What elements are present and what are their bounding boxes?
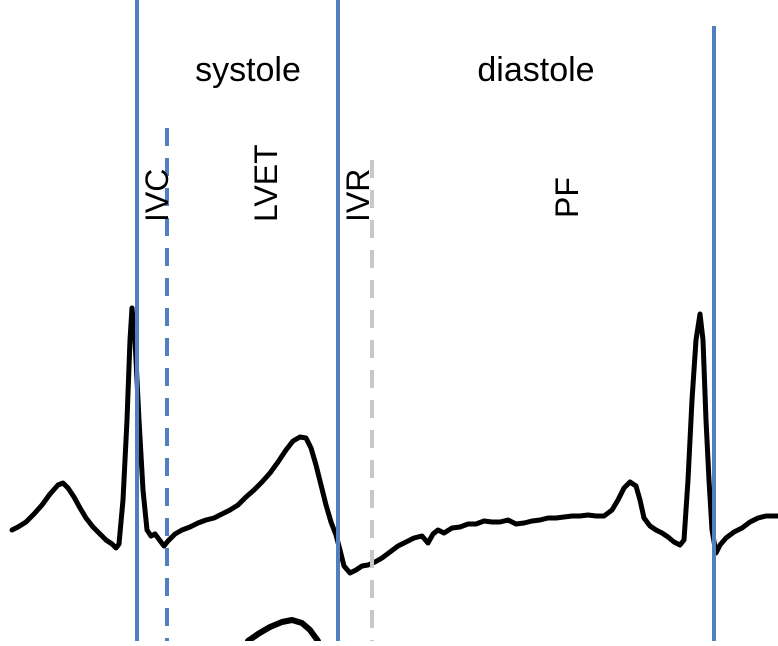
- lvet-label: LVET: [248, 144, 284, 222]
- lower-trace: [245, 617, 321, 644]
- diastole-label: diastole: [477, 51, 594, 89]
- ecg-trace: [9, 305, 778, 576]
- pf-label: PF: [549, 177, 585, 218]
- ivr-label: IVR: [340, 169, 376, 222]
- systole-label: systole: [195, 51, 301, 89]
- ivc-label: IVC: [139, 169, 175, 222]
